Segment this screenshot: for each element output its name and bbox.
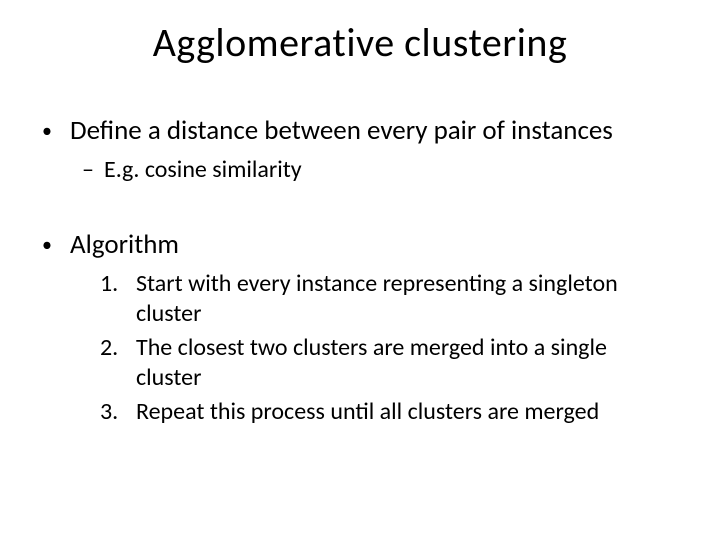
- number-label: 3.: [100, 397, 136, 427]
- numbered-list: 1. Start with every instance representin…: [100, 269, 680, 427]
- number-label: 1.: [100, 269, 136, 299]
- sub-bullet-text: E.g. cosine similarity: [104, 155, 302, 185]
- numbered-item: 2. The closest two clusters are merged i…: [100, 333, 680, 393]
- spacer: [40, 191, 680, 229]
- slide: Agglomerative clustering • Define a dist…: [0, 0, 720, 540]
- numbered-text: Repeat this process until all clusters a…: [136, 397, 599, 427]
- numbered-item: 1. Start with every instance representin…: [100, 269, 680, 329]
- numbered-text: The closest two clusters are merged into…: [136, 333, 676, 393]
- bullet-dot-icon: •: [40, 115, 70, 147]
- slide-title: Agglomerative clustering: [0, 18, 720, 67]
- number-label: 2.: [100, 333, 136, 363]
- dash-icon: –: [82, 155, 104, 185]
- sub-bullet-item: – E.g. cosine similarity: [82, 155, 680, 185]
- bullet-text: Algorithm: [70, 229, 179, 261]
- bullet-item: • Define a distance between every pair o…: [40, 115, 680, 147]
- numbered-text: Start with every instance representing a…: [136, 269, 676, 329]
- slide-body: • Define a distance between every pair o…: [40, 115, 680, 431]
- numbered-item: 3. Repeat this process until all cluster…: [100, 397, 680, 427]
- bullet-text: Define a distance between every pair of …: [70, 115, 613, 147]
- bullet-item: • Algorithm: [40, 229, 680, 261]
- bullet-dot-icon: •: [40, 229, 70, 261]
